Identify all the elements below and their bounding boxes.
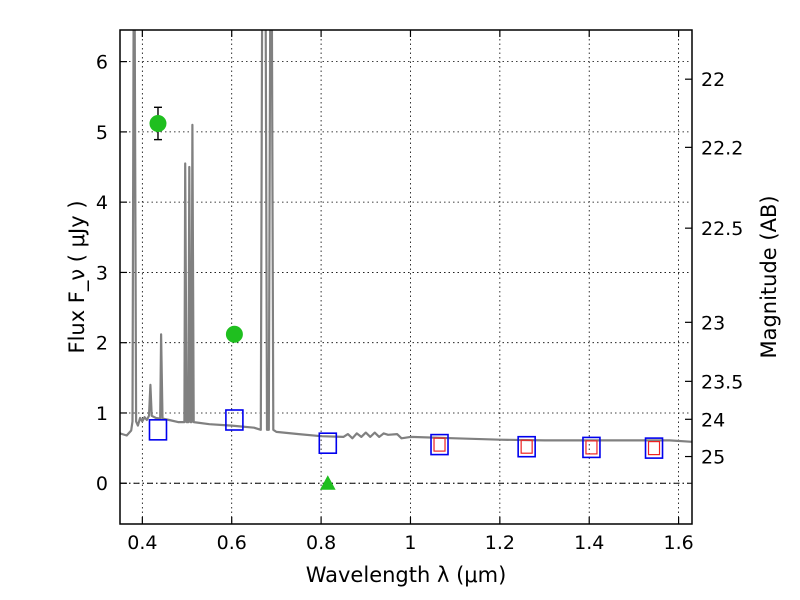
x-tick-label: 0.4 [127, 532, 157, 554]
model-flux-square [582, 436, 601, 459]
right-tick-label: 22 [701, 69, 725, 91]
y-tick-label: 0 [96, 473, 108, 495]
y-axis-label: Flux F_ν ( μJy ) [65, 200, 90, 353]
y-tick-label: 3 [96, 262, 108, 284]
observed-flux-markers [149, 106, 243, 343]
x-tick-label: 0.6 [217, 532, 247, 554]
red-flux-square [585, 440, 598, 455]
grid-lines [120, 30, 692, 524]
red-flux-square [647, 441, 661, 456]
right-tick-label: 24 [701, 409, 725, 431]
right-tick-label: 25 [701, 447, 725, 469]
red-flux-square [520, 439, 533, 454]
model-spectrum [120, 30, 692, 443]
right-tick-label: 23.5 [701, 371, 743, 393]
observed-flux-point [225, 325, 243, 343]
x-tick-label: 1.6 [663, 532, 693, 554]
x-tick-label: 1.2 [485, 532, 515, 554]
red-flux-square [433, 437, 446, 452]
observed-flux-point [149, 114, 167, 132]
y-tick-label: 5 [96, 122, 108, 144]
y-tick-label: 2 [96, 333, 108, 355]
right-tick-label: 23 [701, 312, 725, 334]
right-axis-label: Magnitude (AB) [757, 195, 781, 358]
plot-frame [119, 29, 693, 525]
y-axis-ticks: 0 1 2 3 4 5 6 [96, 52, 127, 495]
x-axis-label: Wavelength λ (μm) [306, 563, 507, 587]
y-tick-label: 6 [96, 52, 108, 74]
model-flux-square [148, 419, 168, 441]
model-flux-square [318, 432, 338, 454]
y-tick-label: 4 [96, 192, 108, 214]
right-tick-label: 22.5 [701, 218, 743, 240]
model-flux-square [517, 435, 536, 458]
right-tick-label: 22.2 [701, 137, 743, 159]
model-flux-square [430, 433, 449, 456]
x-axis-ticks: 0.4 0.6 0.8 1 1.2 1.4 1.6 [127, 30, 694, 554]
x-tick-label: 1 [404, 532, 416, 554]
x-tick-label: 1.4 [574, 532, 604, 554]
red-flux-markers [433, 437, 661, 456]
model-flux-markers [148, 409, 664, 459]
spectrum-line [120, 30, 692, 443]
upper-limit-marker [319, 475, 336, 490]
y-tick-label: 1 [96, 403, 108, 425]
upper-limit-triangle [319, 475, 336, 490]
model-flux-square [225, 409, 244, 431]
x-tick-label: 0.8 [306, 532, 336, 554]
model-flux-square [644, 437, 664, 459]
right-axis-ticks: 22 22.2 22.5 23 23.5 24 25 [685, 69, 743, 469]
